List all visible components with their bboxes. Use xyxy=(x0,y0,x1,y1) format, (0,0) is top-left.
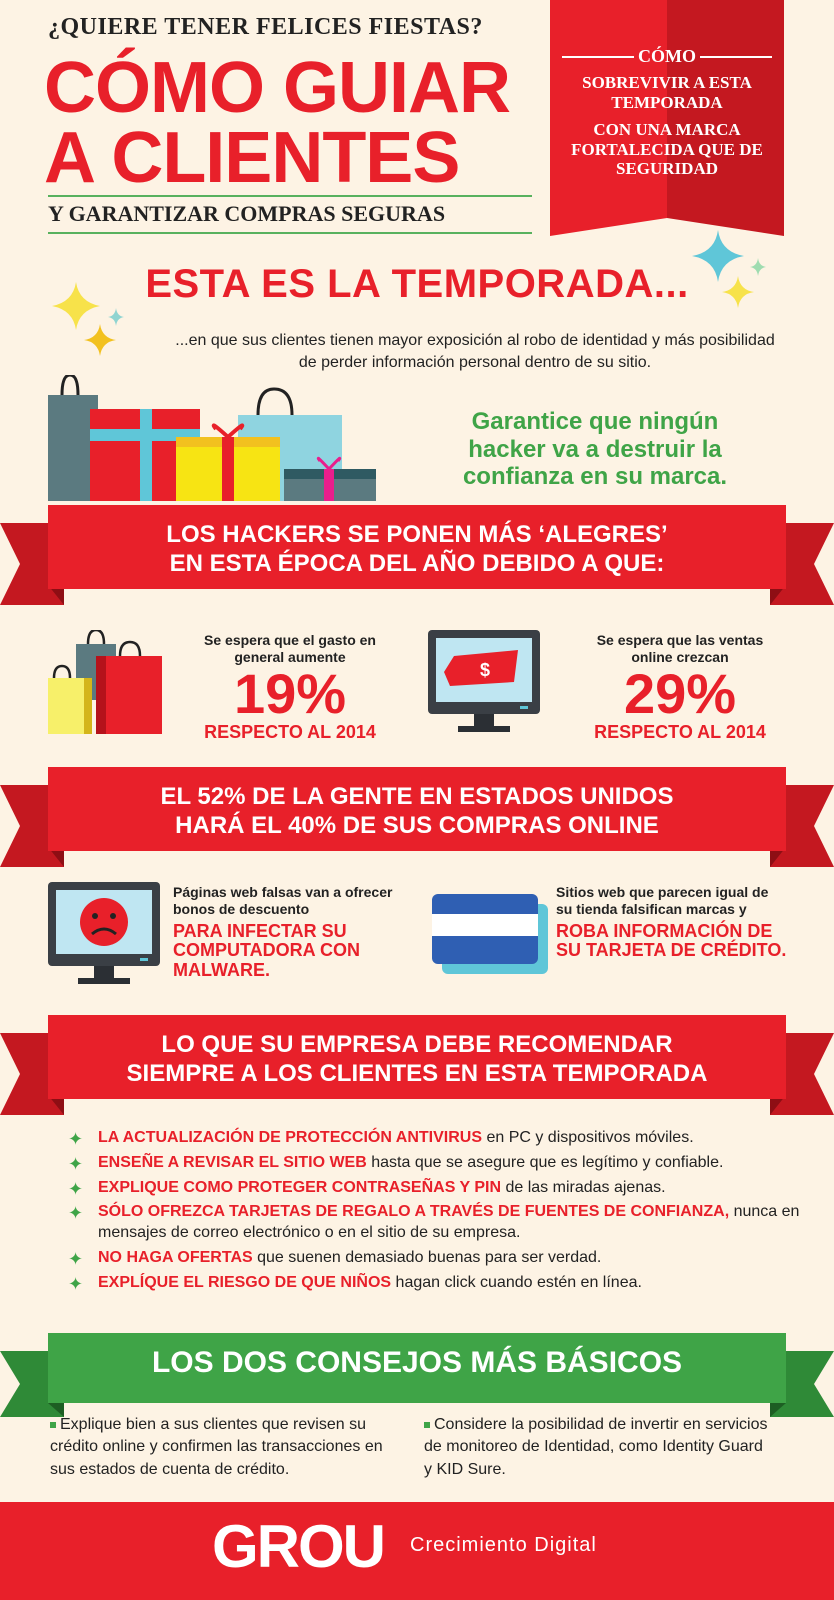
warning-fake-sites-caption: Páginas web falsas van a ofrecer bonos d… xyxy=(173,884,393,917)
ribbon-line-2: CON UNA MARCA FORTALECIDA QUE DE SEGURID… xyxy=(571,120,763,179)
brand-tagline: Crecimiento Digital xyxy=(410,1534,597,1556)
ribbon-line-1: SOBREVIVIR A ESTA TEMPORADA xyxy=(582,73,752,112)
title-line-1: CÓMO GUIAR xyxy=(44,48,511,128)
sparkle-bullet-icon: ✦ xyxy=(68,1153,84,1174)
banner-usa-line-2: HARÁ EL 40% DE SUS COMPRAS ONLINE xyxy=(175,811,659,839)
list-item: ✦ SÓLO OFREZCA TARJETAS DE REGALO A TRAVÉ… xyxy=(68,1203,800,1242)
brand-logo: GROU xyxy=(212,1513,386,1580)
season-title: ESTA ES LA TEMPORADA... xyxy=(145,262,689,306)
warning-card-theft: Sitios web que parecen igual de su tiend… xyxy=(556,884,788,961)
banner-ribbon xyxy=(0,767,834,867)
warning-fake-sites-highlight: PARA INFECTAR SU COMPUTADORA CON MALWARE… xyxy=(173,920,360,981)
stat-spending-caption: Se espera que el gasto en general aument… xyxy=(204,632,376,665)
guarantee-text: Garantice que ningún hacker va a destrui… xyxy=(462,408,728,491)
square-bullet-icon xyxy=(50,1421,56,1428)
list-item: ✦ EXPLIQUE COMO PROTEGER CONTRASEÑAS Y PI… xyxy=(68,1178,808,1199)
green-banner-ribbon xyxy=(0,1333,834,1417)
warning-card-theft-highlight: ROBA INFORMACIÓN DE SU TARJETA DE CRÉDIT… xyxy=(556,920,787,961)
footer xyxy=(0,1502,834,1600)
list-item: ✦ NO HAGA OFERTAS que suenen demasiado bu… xyxy=(68,1248,808,1269)
sparkle-icon xyxy=(692,230,766,308)
sparkle-bullet-icon: ✦ xyxy=(68,1273,84,1294)
header-kicker: ¿QUIERE TENER FELICES FIESTAS? xyxy=(48,14,483,40)
banner-hackers-line-2: EN ESTA ÉPOCA DEL AÑO DEBIDO A QUE: xyxy=(169,549,665,577)
ribbon-banner xyxy=(550,0,784,236)
sparkle-bullet-icon: ✦ xyxy=(68,1203,84,1224)
banner-recommend-line-2: SIEMPRE A LOS CLIENTES EN ESTA TEMPORADA xyxy=(126,1059,708,1087)
stat-online-value: 29% xyxy=(623,661,737,725)
banner-ribbon xyxy=(0,505,834,605)
stat-spending-sub: RESPECTO AL 2014 xyxy=(204,721,376,742)
list-item: ✦ LA ACTUALIZACIÓN DE PROTECCIÓN ANTIVIRU… xyxy=(68,1128,808,1149)
season-description: ...en que sus clientes tienen mayor expo… xyxy=(175,332,775,371)
banner-ribbon xyxy=(0,1015,834,1115)
warning-card-theft-caption: Sitios web que parecen igual de su tiend… xyxy=(556,884,769,917)
stat-online-sales: Se espera que las ventas online crezcan … xyxy=(575,632,785,743)
svg-text:$: $ xyxy=(480,660,490,680)
sparkle-bullet-icon: ✦ xyxy=(68,1178,84,1199)
header-subtitle: Y GARANTIZAR COMPRAS SEGURAS xyxy=(48,195,532,234)
banner-hackers: LOS HACKERS SE PONEN MÁS ‘ALEGRES’ EN ES… xyxy=(0,521,834,579)
title-line-2: A CLIENTES xyxy=(44,118,460,198)
sparkle-icon xyxy=(52,282,124,356)
gift-bags-illustration xyxy=(48,375,376,501)
basic-tip-1: Explique bien a sus clientes que revisen… xyxy=(50,1416,383,1478)
ribbon-text: CÓMO SOBREVIVIR A ESTA TEMPORADA CON UNA… xyxy=(562,46,772,179)
stat-spending-value: 19% xyxy=(233,661,347,725)
list-item: ✦ EXPLÍQUE EL RIESGO DE QUE NIÑOS hagan c… xyxy=(68,1273,808,1294)
tips-list: ✦ LA ACTUALIZACIÓN DE PROTECCIÓN ANTIVIRU… xyxy=(68,1128,808,1298)
banner-usa-stats: EL 52% DE LA GENTE EN ESTADOS UNIDOS HAR… xyxy=(0,783,834,841)
banner-usa-line-1: EL 52% DE LA GENTE EN ESTADOS UNIDOS xyxy=(160,783,674,810)
monitor-dollar-icon: $ xyxy=(428,630,540,732)
shopping-bags-icon xyxy=(48,630,162,734)
banner-hackers-line-1: LOS HACKERS SE PONEN MÁS ‘ALEGRES’ xyxy=(166,521,668,548)
banner-recommendations: LO QUE SU EMPRESA DEBE RECOMENDAR SIEMPR… xyxy=(0,1031,834,1089)
stat-online-caption: Se espera que las ventas online crezcan xyxy=(596,632,764,665)
warning-fake-sites: Páginas web falsas van a ofrecer bonos d… xyxy=(173,884,403,981)
sparkle-bullet-icon: ✦ xyxy=(68,1248,84,1269)
stat-online-sub: RESPECTO AL 2014 xyxy=(594,721,766,742)
stat-spending: Se espera que el gasto en general aument… xyxy=(190,632,390,743)
ribbon-heading: CÓMO xyxy=(562,46,772,67)
banner-recommend-line-1: LO QUE SU EMPRESA DEBE RECOMENDAR xyxy=(161,1031,673,1058)
list-item: ✦ ENSEÑE A REVISAR EL SITIO WEB hasta que… xyxy=(68,1153,808,1174)
basic-tip-2: Considere la posibilidad de invertir en … xyxy=(424,1416,768,1478)
monitor-sad-face-icon xyxy=(48,882,160,984)
square-bullet-icon xyxy=(424,1421,430,1428)
credit-card-icon xyxy=(432,894,548,974)
sparkle-bullet-icon: ✦ xyxy=(68,1129,84,1149)
basics-title: LOS DOS CONSEJOS MÁS BÁSICOS xyxy=(151,1346,683,1379)
